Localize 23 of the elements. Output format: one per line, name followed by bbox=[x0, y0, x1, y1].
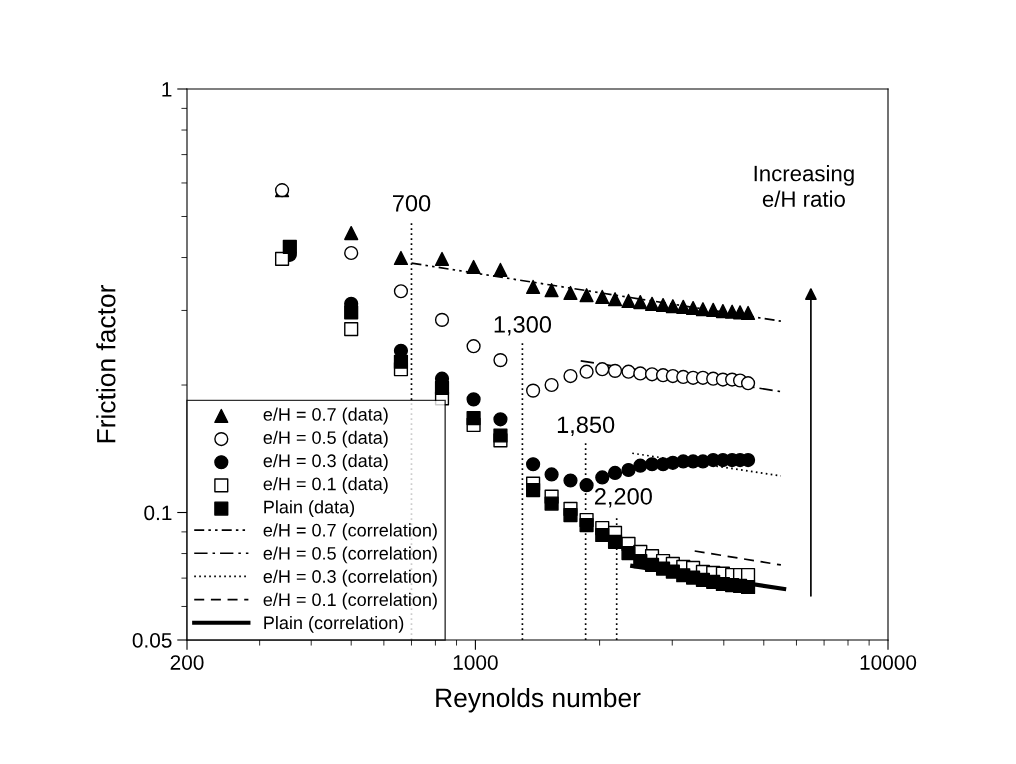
legend-label: e/H = 0.3 (correlation) bbox=[263, 569, 437, 587]
legend-label: Plain (correlation) bbox=[264, 615, 404, 633]
ref-line-label: 1,850 bbox=[557, 416, 615, 436]
x-tick-label: 10000 bbox=[860, 655, 917, 670]
ref-line-label: 700 bbox=[393, 194, 431, 212]
legend-label: e/H = 0.5 (data) bbox=[263, 430, 388, 448]
legend-label: e/H = 0.7 (data) bbox=[263, 407, 388, 425]
legend-label: e/H = 0.1 (correlation) bbox=[263, 592, 437, 610]
legend-label: e/H = 0.7 (correlation) bbox=[263, 523, 437, 541]
legend-label: Plain (data) bbox=[264, 500, 355, 518]
x-axis-title: Reynolds number bbox=[436, 687, 641, 713]
x-tick-label: 200 bbox=[170, 655, 204, 670]
y-tick-label: 0.05 bbox=[132, 633, 172, 648]
legend-label: e/H = 0.1 (data) bbox=[263, 477, 388, 494]
y-axis-title: Friction factor bbox=[96, 285, 116, 443]
annotation: Increasing e/H ratio bbox=[754, 165, 854, 207]
ref-line-label: 1,300 bbox=[494, 316, 552, 336]
ref-line-label: 2,200 bbox=[594, 488, 652, 508]
y-tick-label: 1 bbox=[162, 82, 172, 97]
legend-label: e/H = 0.5 (correlation) bbox=[263, 546, 437, 564]
y-tick-label: 0.1 bbox=[144, 505, 172, 521]
x-tick-label: 1000 bbox=[453, 655, 498, 670]
legend-label: e/H = 0.3 (data) bbox=[263, 453, 388, 471]
